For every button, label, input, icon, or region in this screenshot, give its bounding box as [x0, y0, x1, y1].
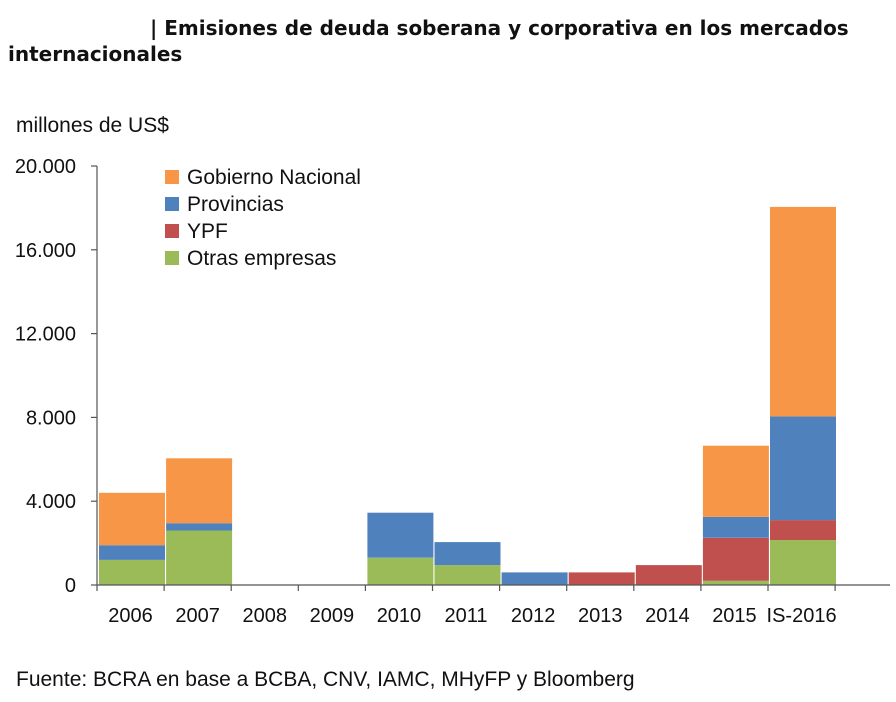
bar-provincias-2010: [367, 512, 434, 558]
bar-otras-empresas-2007: [166, 530, 233, 585]
y-tick-label-12000: 12.000: [15, 324, 76, 346]
x-tick-label-2015: 2015: [712, 605, 757, 627]
y-tick-label-20000: 20.000: [15, 156, 76, 178]
y-tick-label-16000: 16.000: [15, 240, 76, 262]
x-tick-label-2014: 2014: [645, 605, 690, 627]
legend-label-ypf: YPF: [187, 220, 228, 243]
bar-provincias-2012: [501, 572, 568, 585]
x-tick-label-2010: 2010: [377, 605, 422, 627]
source-note: Fuente: BCRA en base a BCBA, CNV, IAMC, …: [16, 668, 635, 691]
x-tick-label-is-2016: IS-2016: [767, 605, 837, 627]
bar-otras-empresas-is-2016: [770, 540, 836, 585]
legend-swatch-provincias: [165, 197, 179, 211]
x-tick-label-2008: 2008: [243, 605, 288, 627]
bars-layer: [99, 206, 836, 585]
bar-otras-empresas-2011: [434, 565, 501, 585]
bar-gobierno-nacional-is-2016: [770, 206, 836, 417]
bar-ypf-2015: [702, 537, 769, 581]
legend: Gobierno Nacional Provincias YPF Otras empr…: [165, 166, 361, 270]
legend-label-gobierno-nacional: Gobierno Nacional: [187, 166, 361, 189]
chart-title: | Emisiones de deuda soberana y corporat…: [8, 14, 888, 68]
x-tick-label-2006: 2006: [108, 605, 153, 627]
bar-provincias-is-2016: [770, 416, 836, 521]
axes-layer: 0 4.000 8.000 12.000 16.000 20.000 2006 2007 200…: [15, 156, 890, 627]
chart-title-line-1: | Emisiones de deuda soberana y corporat…: [150, 16, 849, 40]
bar-provincias-2007: [166, 523, 233, 531]
x-tick-label-2013: 2013: [578, 605, 623, 627]
x-tick-label-2012: 2012: [511, 605, 556, 627]
legend-swatch-ypf: [165, 224, 179, 238]
chart-title-line-2: internacionales: [8, 42, 183, 66]
bar-ypf-is-2016: [770, 520, 836, 540]
bar-gobierno-nacional-2006: [99, 492, 165, 546]
bar-provincias-2006: [99, 545, 165, 560]
bar-otras-empresas-2010: [367, 557, 434, 585]
bar-otras-empresas-2006: [99, 559, 165, 585]
legend-swatch-otras-empresas: [165, 251, 179, 265]
legend-swatch-gobierno-nacional: [165, 170, 179, 184]
x-tick-label-2009: 2009: [310, 605, 355, 627]
y-tick-label-4000: 4.000: [26, 491, 76, 513]
x-tick-label-2011: 2011: [445, 605, 488, 627]
bar-ypf-2014: [635, 565, 702, 585]
y-tick-label-8000: 8.000: [26, 407, 76, 429]
bar-ypf-2013: [568, 572, 635, 585]
y-tick-label-0: 0: [65, 575, 76, 597]
bar-gobierno-nacional-2007: [166, 458, 233, 524]
bar-provincias-2015: [702, 516, 769, 538]
legend-label-provincias: Provincias: [187, 193, 284, 216]
bar-otras-empresas-2015: [702, 580, 769, 585]
y-axis-label: millones de US$: [16, 114, 169, 137]
bar-gobierno-nacional-2015: [702, 445, 769, 517]
x-tick-label-2007: 2007: [175, 605, 220, 627]
legend-label-otras-empresas: Otras empresas: [187, 247, 336, 270]
bar-provincias-2011: [434, 542, 501, 566]
